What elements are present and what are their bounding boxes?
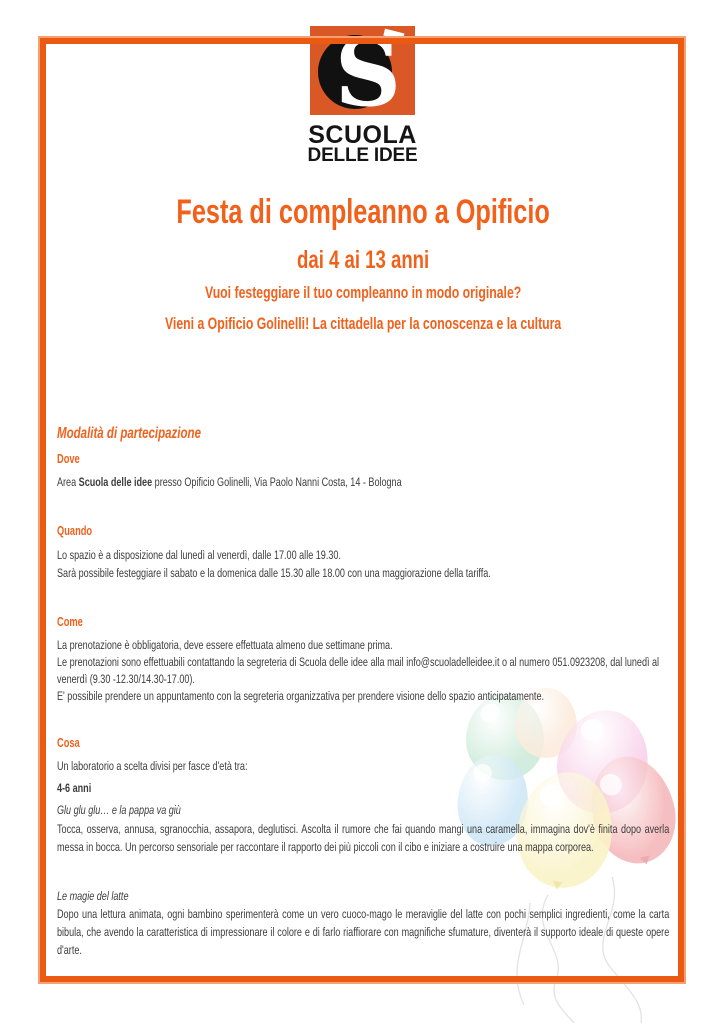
what-label: Cosa	[57, 736, 80, 750]
logo-text-line1: SCUOLA	[308, 121, 417, 149]
how-paragraph-2: Le prenotazioni sono effettuabili contat…	[57, 654, 669, 688]
document-content: Festa di compleanno a Opificio dai 4 ai …	[57, 0, 669, 1024]
where-text-post: presso Opificio Golinelli, Via Paolo Nan…	[152, 475, 402, 489]
workshop-1-title: Glu glu glu… e la pappa va giù	[57, 803, 181, 817]
age-group-heading: 4-6 anni	[57, 781, 92, 795]
how-paragraph-2-post: o al numero 051.0923208, dal lunedì al v…	[57, 655, 660, 686]
page-title: Festa di compleanno a Opificio	[176, 193, 550, 231]
when-line-2: Sarà possibile festeggiare il sabato e l…	[57, 566, 491, 580]
how-label: Come	[57, 615, 83, 629]
workshop-1-description: Tocca, osserva, annusa, sgranocchia, ass…	[57, 822, 670, 854]
how-paragraph-3: E' possibile prendere un appuntamento co…	[57, 689, 545, 703]
logo-block: S SCUOLA DELLE IDEE	[0, 26, 725, 166]
where-text: Area Scuola delle idee presso Opificio G…	[57, 474, 669, 491]
where-text-pre: Area	[57, 475, 79, 489]
svg-text:S: S	[335, 26, 401, 115]
tagline-invite: Vieni a Opificio Golinelli! La cittadell…	[164, 315, 562, 333]
when-label: Quando	[57, 524, 93, 538]
email-link[interactable]: info@scuoladelleidee.it	[406, 655, 500, 669]
how-paragraph-1: La prenotazione è obbligatoria, deve ess…	[57, 638, 393, 652]
what-intro: Un laboratorio a scelta divisi per fasce…	[57, 759, 248, 773]
age-range-subtitle: dai 4 ai 13 anni	[297, 246, 430, 274]
how-text: La prenotazione è obbligatoria, deve ess…	[57, 637, 669, 705]
workshop-2-title: Le magie del latte	[57, 889, 129, 903]
when-line-1: Lo spazio è a disposizione dal lunedì al…	[57, 548, 341, 562]
workshop-2-description: Dopo una lettura animata, ogni bambino s…	[57, 907, 670, 957]
participation-heading: Modalità di partecipazione	[57, 425, 201, 442]
where-label: Dove	[57, 452, 80, 466]
where-text-bold: Scuola delle idee	[78, 475, 153, 489]
tagline-question: Vuoi festeggiare il tuo compleanno in mo…	[204, 284, 522, 302]
when-text: Lo spazio è a disposizione dal lunedì al…	[57, 546, 669, 582]
how-paragraph-2-pre: Le prenotazioni sono effettuabili contat…	[57, 655, 407, 669]
scuola-delle-idee-logo-icon: S	[310, 26, 415, 115]
logo-text-line2: DELLE IDEE	[307, 145, 418, 166]
